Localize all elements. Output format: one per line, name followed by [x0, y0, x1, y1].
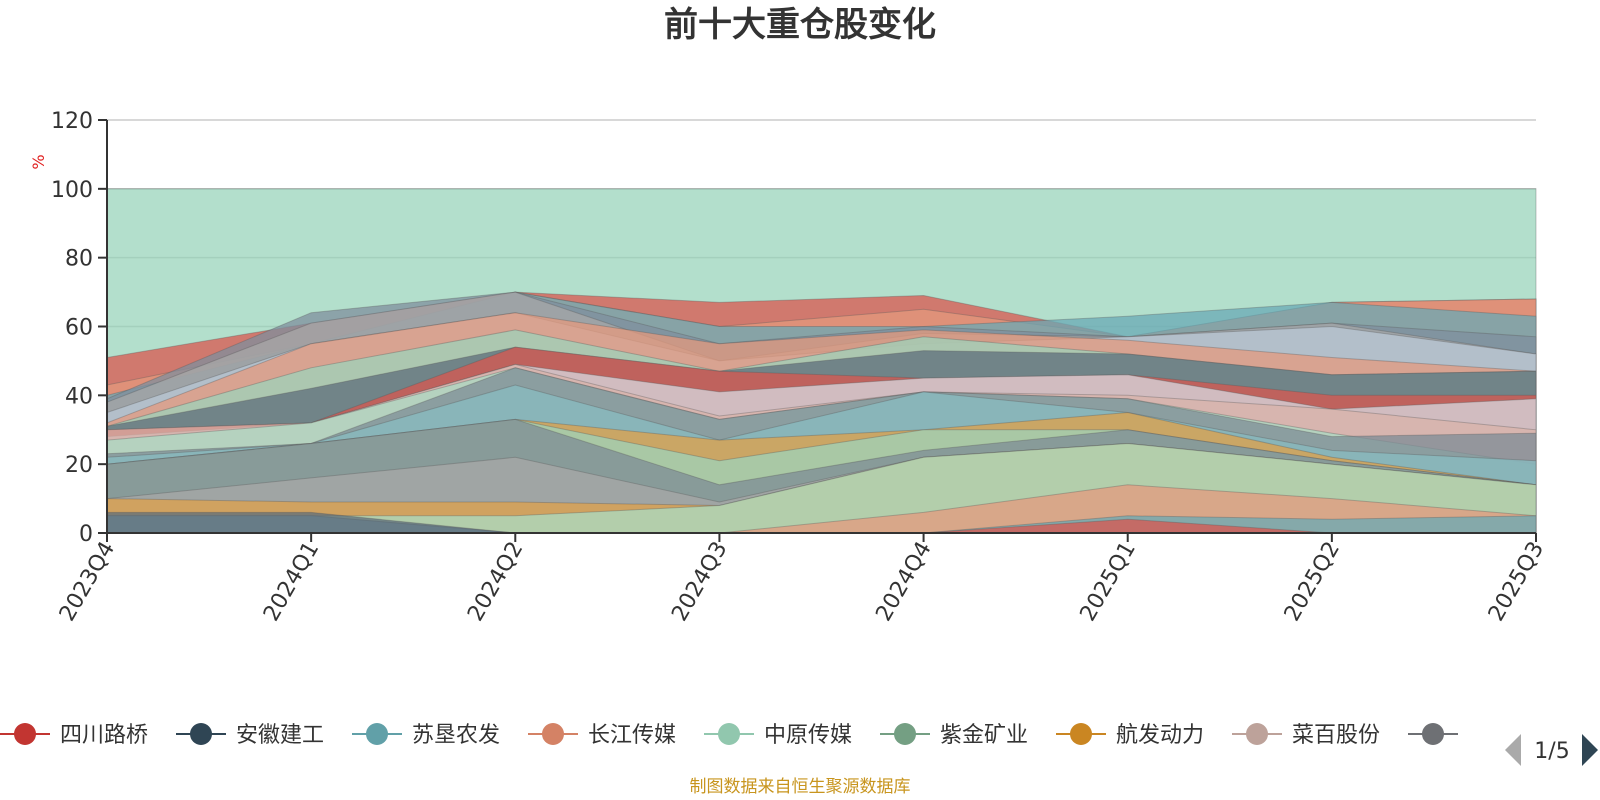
x-tick-label: 2023Q4: [55, 538, 120, 626]
chart-title: 前十大重仓股变化: [664, 5, 936, 45]
legend-prev-icon[interactable]: [1505, 734, 1521, 766]
x-tick-label: 2025Q1: [1076, 538, 1141, 626]
y-axis-unit: %: [29, 154, 48, 169]
y-tick-label: 120: [51, 109, 93, 134]
legend-label: 菜百股份: [1292, 723, 1380, 748]
y-tick-label: 40: [65, 384, 93, 409]
legend-item[interactable]: 安徽建工: [176, 723, 324, 748]
x-tick-label: 2025Q3: [1484, 538, 1549, 626]
legend-dot-marker: [894, 723, 916, 745]
legend-item[interactable]: 菜百股份: [1232, 723, 1380, 748]
legend-item[interactable]: 苏垦农发: [352, 723, 500, 748]
legend-dot-marker: [190, 723, 212, 745]
x-tick-label: 2025Q2: [1280, 538, 1345, 626]
legend-dot-marker: [1246, 723, 1268, 745]
legend-dot-marker: [366, 723, 388, 745]
legend-pager[interactable]: 1/5: [1505, 734, 1598, 766]
legend-label: 四川路桥: [60, 723, 148, 748]
legend-next-icon[interactable]: [1582, 734, 1598, 766]
legend-item[interactable]: 中原传媒: [704, 723, 852, 748]
legend-dot-marker: [718, 723, 740, 745]
legend-dot-marker: [14, 723, 36, 745]
data-source-note: 制图数据来自恒生聚源数据库: [690, 777, 911, 797]
legend-dot-marker: [1422, 723, 1444, 745]
area-series: [106, 188, 1537, 534]
legend-label: 安徽建工: [236, 723, 324, 748]
y-tick-label: 80: [65, 247, 93, 272]
legend-label: 航发动力: [1116, 723, 1204, 748]
legend-item[interactable]: 紫金矿业: [880, 723, 1028, 748]
x-tick-label: 2024Q3: [667, 538, 732, 626]
y-tick-label: 100: [51, 178, 93, 203]
x-tick-label: 2024Q4: [871, 538, 936, 626]
legend-label: 中原传媒: [764, 723, 852, 748]
x-tick-label: 2024Q2: [463, 538, 528, 626]
y-tick-label: 60: [65, 316, 93, 341]
legend-dot-marker: [542, 723, 564, 745]
legend-page-indicator: 1/5: [1534, 739, 1569, 764]
legend-label: 苏垦农发: [412, 723, 500, 748]
y-tick-label: 0: [79, 522, 93, 547]
legend-label: 紫金矿业: [940, 723, 1028, 748]
legend[interactable]: 四川路桥 安徽建工 苏垦农发 长江传媒 中原传媒 紫金矿业 航发动力 菜百股份: [0, 723, 1458, 748]
legend-item[interactable]: 航发动力: [1056, 723, 1204, 748]
x-tick-label: 2024Q1: [259, 538, 324, 626]
legend-item[interactable]: [1408, 723, 1458, 745]
legend-item[interactable]: 长江传媒: [528, 723, 676, 748]
legend-item[interactable]: 四川路桥: [0, 723, 148, 748]
legend-dot-marker: [1070, 723, 1092, 745]
legend-label: 长江传媒: [588, 723, 676, 748]
y-tick-label: 20: [65, 453, 93, 478]
